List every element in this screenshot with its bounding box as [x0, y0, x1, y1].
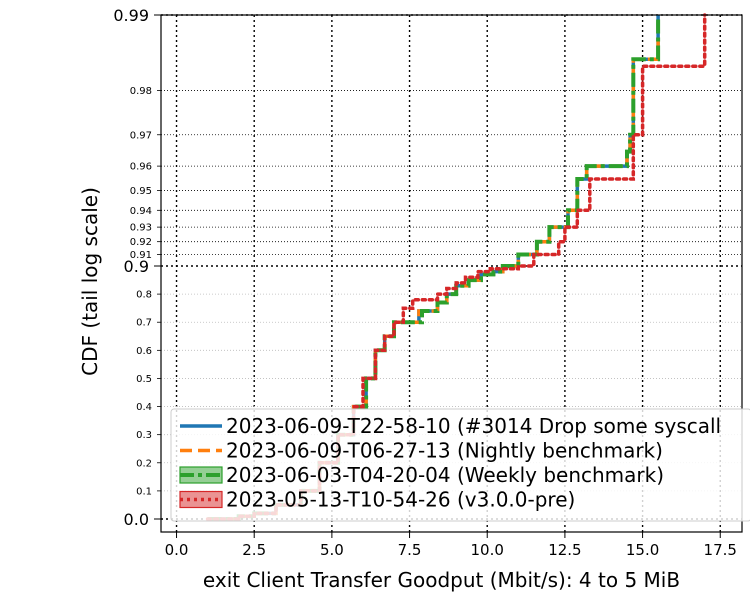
- y-minor-tick-label: 0.92: [130, 237, 152, 248]
- x-tick-label: 0.0: [165, 541, 189, 559]
- y-minor-tick-label: 0.91: [130, 250, 152, 261]
- y-minor-tick-label: 0.4: [136, 402, 152, 413]
- legend-entry-4: 2023-05-13-T10-54-26 (v3.0.0-pre): [226, 488, 575, 512]
- y-minor-tick-label: 0.98: [130, 86, 152, 97]
- y-axis-label: CDF (tail log scale): [78, 187, 102, 376]
- legend-box: [170, 408, 750, 522]
- y-minor-tick-label: 0.96: [130, 162, 152, 173]
- x-tick-label: 12.5: [548, 541, 581, 559]
- y-minor-tick-label: 0.97: [130, 130, 152, 141]
- x-tick-label: 7.5: [398, 541, 422, 559]
- y-minor-tick-label: 0.2: [136, 458, 152, 469]
- y-major-tick-label: 0.0: [124, 510, 149, 529]
- x-tick-label: 10.0: [471, 541, 504, 559]
- plot-frame: [160, 14, 743, 533]
- x-axis-label: exit Client Transfer Goodput (Mbit/s): 4…: [203, 568, 680, 592]
- ticks: 0.0 2.5 5.0 7.5 10.0 12.5 15.0 17.5 0.1 0.2 0.3 0.4…: [113, 6, 737, 559]
- legend-entry-1: 2023-06-09-T22-58-10 (#3014 Drop some sy…: [226, 414, 721, 438]
- legend: 2023-06-09-T22-58-10 (#3014 Drop some sy…: [170, 408, 750, 522]
- y-minor-tick-label: 0.6: [136, 346, 152, 357]
- y-minor-tick-label: 0.7: [136, 318, 152, 329]
- x-tick-label: 17.5: [704, 541, 737, 559]
- x-tick-label: 15.0: [626, 541, 659, 559]
- y-minor-tick-label: 0.95: [130, 186, 152, 197]
- legend-entry-2: 2023-06-09-T06-27-13 (Nightly benchmark): [226, 439, 663, 463]
- x-tick-label: 2.5: [242, 541, 266, 559]
- y-major-tick-label: 0.99: [113, 6, 149, 25]
- x-tick-label: 5.0: [320, 541, 344, 559]
- y-minor-tick-label: 0.93: [130, 223, 152, 234]
- y-minor-tick-label: 0.1: [136, 486, 152, 497]
- y-major-tick-label: 0.9: [124, 257, 149, 276]
- y-minor-tick-label: 0.94: [130, 206, 152, 217]
- y-minor-tick-label: 0.3: [136, 430, 152, 441]
- legend-entry-3: 2023-06-03-T04-20-04 (Weekly benchmark): [226, 463, 664, 487]
- y-minor-tick-label: 0.5: [136, 374, 152, 385]
- y-minor-tick-label: 0.8: [136, 290, 152, 301]
